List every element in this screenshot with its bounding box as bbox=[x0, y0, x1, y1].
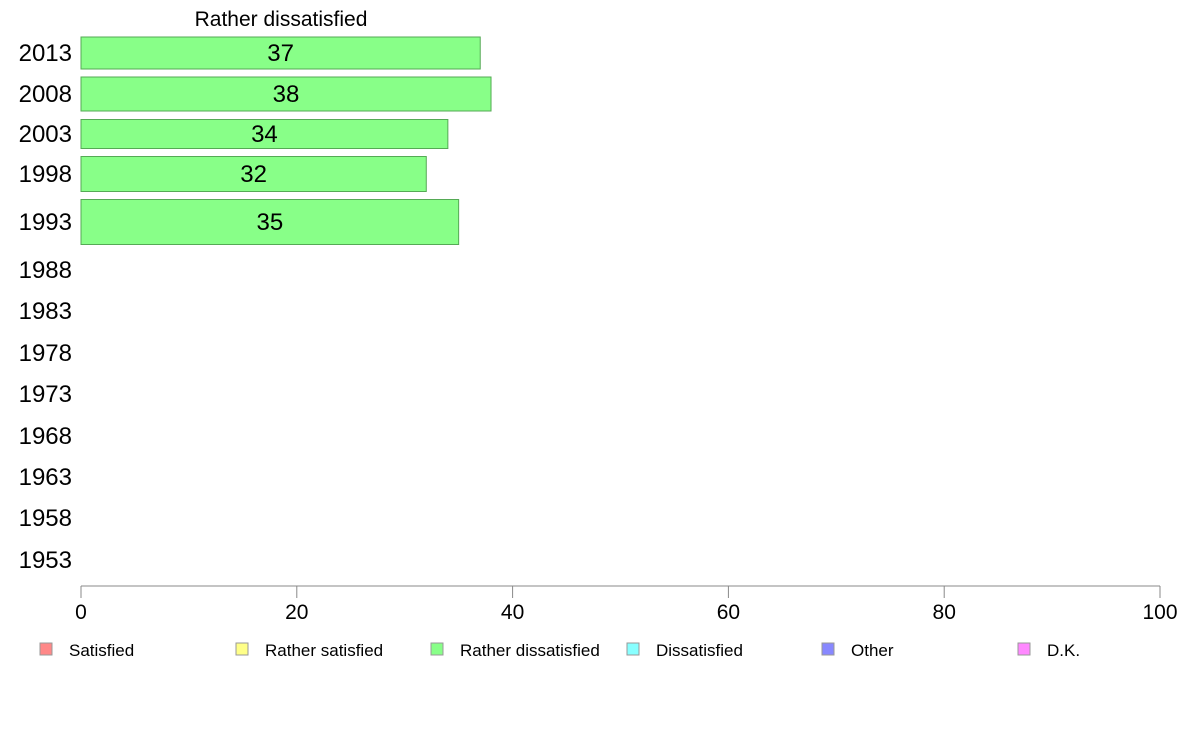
bar bbox=[80, 36, 481, 70]
bar bbox=[80, 156, 427, 192]
x-tick-label: 0 bbox=[75, 601, 87, 624]
y-tick-label: 1998 bbox=[19, 161, 72, 188]
y-tick-label: 1968 bbox=[19, 423, 72, 450]
legend-swatch bbox=[626, 642, 640, 656]
bar-value-label: 35 bbox=[256, 209, 283, 236]
legend-swatch bbox=[821, 642, 835, 656]
y-tick-label: 2003 bbox=[19, 121, 72, 148]
chart-title: Rather dissatisfied bbox=[195, 8, 368, 31]
legend-swatch bbox=[39, 642, 53, 656]
x-tick-label: 100 bbox=[1142, 601, 1177, 624]
legend-label: D.K. bbox=[1047, 641, 1080, 660]
y-tick-label: 1978 bbox=[19, 340, 72, 367]
y-tick-label: 1993 bbox=[19, 209, 72, 236]
y-tick-label: 2013 bbox=[19, 40, 72, 67]
y-tick-label: 1963 bbox=[19, 464, 72, 491]
y-tick-label: 1958 bbox=[19, 505, 72, 532]
legend: Satisfied Rather satisfied Rather dissatis… bbox=[39, 641, 1080, 660]
legend-swatch bbox=[1017, 642, 1031, 656]
bar-value-label: 34 bbox=[251, 121, 278, 148]
legend-label: Dissatisfied bbox=[656, 641, 743, 660]
legend-label: Other bbox=[851, 641, 894, 660]
bar-value-label: 32 bbox=[240, 161, 267, 188]
x-tick-label: 20 bbox=[285, 601, 308, 624]
y-axis-labels: 2013 2008 2003 1998 1993 1988 1983 1978 1973 1968… bbox=[19, 40, 72, 574]
bars-group: 37 38 34 32 35 bbox=[80, 36, 492, 245]
bar-value-label: 37 bbox=[267, 40, 294, 67]
legend-swatch bbox=[430, 642, 444, 656]
y-tick-label: 2008 bbox=[19, 81, 72, 108]
x-tick-label: 60 bbox=[717, 601, 740, 624]
y-tick-label: 1988 bbox=[19, 257, 72, 284]
legend-label: Rather dissatisfied bbox=[460, 641, 600, 660]
bar bbox=[80, 199, 460, 245]
bar bbox=[80, 76, 492, 112]
legend-label: Satisfied bbox=[69, 641, 134, 660]
x-tick-label: 40 bbox=[501, 601, 524, 624]
x-axis: 0 20 40 60 80 100 bbox=[75, 585, 1178, 624]
legend-label: Rather satisfied bbox=[265, 641, 383, 660]
bar-value-label: 38 bbox=[273, 81, 300, 108]
y-tick-label: 1983 bbox=[19, 298, 72, 325]
y-tick-label: 1973 bbox=[19, 381, 72, 408]
bar bbox=[80, 119, 449, 149]
y-tick-label: 1953 bbox=[19, 547, 72, 574]
x-tick-label: 80 bbox=[933, 601, 956, 624]
legend-swatch bbox=[235, 642, 249, 656]
